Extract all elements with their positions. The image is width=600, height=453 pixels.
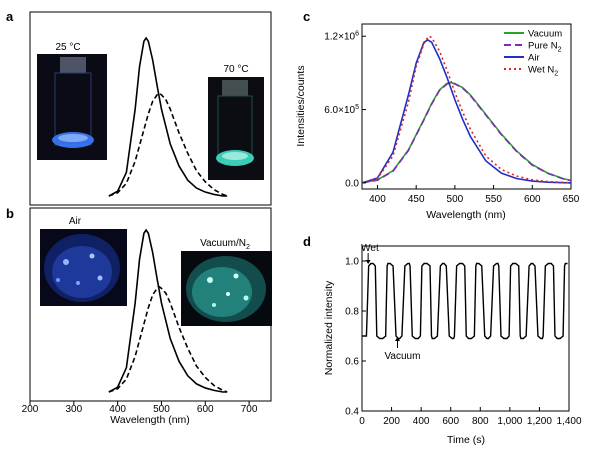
panel-d-x-tick-label: 1,000 [497, 416, 522, 427]
panel-d-y-tick-label: 0.4 [345, 407, 359, 418]
panel-d-y-tick-label: 0.6 [345, 357, 359, 368]
panel-b-x-tick-label: 700 [241, 404, 258, 415]
panel-letter-a: a [6, 9, 14, 24]
panel-b-x-tick-label: 400 [109, 404, 126, 415]
panel-d-ticks: 0 200 400 600 800 1,000 1,200 1,400 0.4 0.6 0.8 1.0 [345, 257, 582, 428]
annotation-vacuum-arrowhead [394, 337, 400, 341]
panel-b: Air Vacuum/N2 200 300 400 500 600 700 Wavele [22, 207, 272, 426]
panel-c-series-pure-n2 [361, 82, 572, 184]
annotation-vacuum: Vacuum [384, 351, 420, 362]
panel-letter-c: c [303, 9, 310, 24]
vial-photo-25c [37, 54, 107, 160]
panel-d-frame [361, 245, 570, 412]
panel-d-x-tick-label: 600 [442, 416, 459, 427]
panel-c-ticks: 400 450 500 550 600 650 0.0 6.0×105 1.2×106 [324, 31, 580, 205]
panel-d: 0 200 400 600 800 1,000 1,200 1,400 0.4 0.6 0.8 1.0… [323, 243, 582, 446]
panel-b-series-solid [108, 228, 228, 393]
panel-c-series-vacuum [361, 81, 572, 184]
panel-d-y-tick-label: 1.0 [345, 257, 359, 268]
panel-c-legend-label: Pure N2 [528, 41, 562, 54]
vial-photo-70c [208, 77, 264, 180]
panel-b-x-tick-label: 200 [22, 404, 39, 415]
annotation-wet-arrowhead [365, 260, 371, 264]
panel-a-curves [108, 36, 228, 197]
panel-d-y-tick-label: 0.8 [345, 307, 359, 318]
svg-text:Vacuum/N2: Vacuum/N2 [200, 238, 250, 251]
panel-letter-d: d [303, 234, 311, 249]
powder-photo-vacuum [181, 251, 272, 326]
panel-c-series-air [361, 38, 572, 184]
photo-label-air: Air [69, 216, 82, 227]
panel-d-x-tick-label: 1,200 [527, 416, 552, 427]
panel-b-x-tick-label: 300 [65, 404, 82, 415]
panel-a-series-dashed [108, 92, 228, 197]
panel-c-y-tick-label: 6.0×105 [324, 104, 359, 116]
panel-c-curves [361, 35, 572, 184]
panel-c-x-axis-label: Wavelength (nm) [426, 209, 506, 221]
panel-c-x-tick-label: 450 [408, 194, 425, 205]
panel-c-y-tick-label: 1.2×106 [324, 31, 359, 43]
panel-c-y-tick-label: 0.0 [345, 178, 359, 189]
panel-c-frame [361, 23, 572, 190]
photo-label-vacuum-n2: Vacuum/N2 [200, 238, 250, 251]
panel-a-series-solid [108, 36, 228, 197]
panel-c-legend-label: Air [528, 53, 540, 64]
panel-c: 400 450 500 550 600 650 0.0 6.0×105 1.2×106 Vacu… [295, 23, 580, 221]
panel-c-x-tick-label: 650 [563, 194, 580, 205]
panel-c-x-tick-label: 400 [369, 194, 386, 205]
panel-d-x-tick-label: 400 [413, 416, 430, 427]
photo-label-25c: 25 °C [55, 42, 80, 53]
panel-c-legend-label: Vacuum [528, 29, 562, 40]
panel-d-y-axis-label: Normalized intensity [323, 280, 335, 375]
panel-d-x-tick-label: 200 [383, 416, 400, 427]
panel-c-x-tick-label: 600 [524, 194, 541, 205]
panel-c-legend-label: Wet N2 [528, 65, 558, 78]
panel-d-annotations: Wet Vacuum [361, 243, 420, 362]
panel-c-y-axis-label: Intensities/counts [295, 65, 307, 146]
panel-b-x-axis-label: Wavelength (nm) [110, 414, 190, 426]
panel-letter-b: b [6, 206, 14, 221]
annotation-wet: Wet [361, 243, 379, 254]
panel-d-x-tick-label: 800 [472, 416, 489, 427]
panel-b-x-tick-label: 500 [153, 404, 170, 415]
panel-d-x-axis-label: Time (s) [447, 434, 485, 446]
panel-c-x-tick-label: 550 [485, 194, 502, 205]
panel-b-series-dashed [108, 285, 228, 393]
panel-c-series-wet-n2 [361, 35, 572, 184]
panel-b-x-tick-label: 600 [197, 404, 214, 415]
photo-label-70c: 70 °C [223, 64, 248, 75]
panel-d-curves [362, 262, 568, 340]
panel-a: 25 °C 70 °C [29, 11, 272, 206]
panel-d-x-tick-label: 1,400 [556, 416, 581, 427]
panel-d-x-tick-label: 0 [359, 416, 365, 427]
panel-b-x-ticks: 200 300 400 500 600 700 [22, 401, 258, 415]
panel-b-curves [108, 228, 228, 393]
panel-d-series-intensity [362, 262, 568, 340]
panel-a-frame [29, 11, 272, 206]
panel-c-x-tick-label: 500 [447, 194, 464, 205]
powder-photo-air [40, 229, 127, 306]
